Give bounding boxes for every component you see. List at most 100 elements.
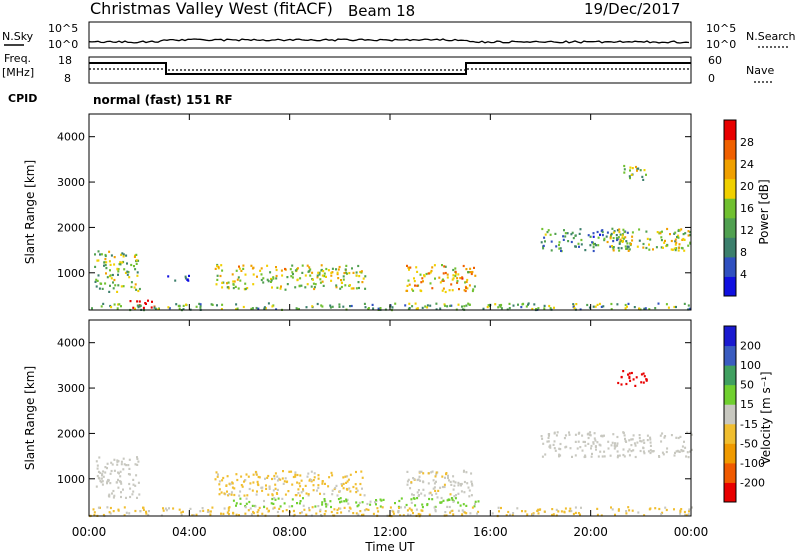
echo-cell [463, 305, 466, 308]
echo-cell [379, 307, 382, 310]
echo-cell [94, 253, 96, 256]
echo-cell [660, 440, 663, 443]
echo-cell [443, 265, 446, 268]
echo-cell [643, 169, 646, 172]
echo-cell [126, 270, 129, 273]
echo-cell [209, 510, 212, 513]
echo-cell [355, 491, 358, 494]
echo-cell [304, 286, 307, 289]
echo-cell [291, 271, 294, 274]
echo-cell [444, 476, 446, 479]
colorbar-tick-label: -15 [740, 418, 758, 431]
echo-cell [683, 510, 686, 514]
echo-cell [182, 510, 184, 513]
echo-cell [683, 238, 686, 241]
echo-cell [267, 302, 270, 305]
echo-cell [274, 487, 277, 490]
echo-cell [361, 513, 363, 517]
echo-cell [352, 287, 355, 290]
echo-cell [420, 281, 423, 284]
echo-cell [448, 498, 451, 501]
echo-cell [689, 231, 692, 234]
echo-cell [617, 236, 620, 239]
echo-cell [565, 445, 568, 448]
echo-cell [431, 498, 434, 501]
echo-cell [333, 508, 336, 511]
echo-cell [240, 475, 243, 478]
echo-cell [167, 275, 170, 278]
echo-cell [342, 476, 345, 479]
echo-cell [465, 268, 468, 271]
echo-cell [305, 306, 308, 309]
echo-cell [356, 489, 359, 492]
y-tick-label: 4000 [57, 131, 85, 144]
echo-cell [128, 458, 131, 461]
echo-cell [636, 441, 639, 444]
echo-cell [122, 253, 125, 256]
echo-cell [168, 307, 171, 310]
echo-cell [617, 246, 620, 250]
echo-cell [211, 506, 214, 509]
echo-cell [288, 470, 291, 473]
echo-cell [123, 463, 126, 466]
echo-cell [627, 245, 630, 248]
echo-cell [434, 489, 437, 492]
echo-cell [606, 240, 609, 244]
echo-cell [564, 235, 567, 238]
echo-cell [339, 507, 342, 510]
echo-cell [626, 305, 628, 308]
echo-cell [497, 506, 500, 509]
echo-cell [361, 476, 364, 479]
echo-cell [251, 489, 254, 492]
echo-cell [630, 438, 633, 441]
echo-cell [317, 474, 320, 477]
echo-cell [262, 281, 265, 284]
colorbar-tick-label: 4 [740, 268, 747, 281]
echo-cell [358, 286, 360, 290]
colorbar-swatch [724, 482, 736, 503]
echo-cell [316, 276, 319, 279]
echo-cell [293, 513, 296, 516]
echo-cell [274, 498, 277, 501]
colorbar-swatch [724, 178, 736, 199]
echo-cell [415, 508, 418, 511]
echo-cell [96, 474, 99, 478]
echo-cell [447, 474, 449, 477]
echo-cell [97, 274, 100, 277]
echo-cell [241, 485, 244, 488]
echo-cell [675, 450, 678, 453]
echo-cell [632, 378, 635, 381]
echo-cell [126, 273, 129, 276]
echo-cell [301, 264, 304, 267]
echo-cell [430, 269, 433, 273]
echo-cell [320, 304, 323, 307]
echo-cell [321, 305, 324, 308]
echo-cell [628, 509, 631, 512]
echo-cell [612, 433, 615, 436]
echo-cell [471, 484, 474, 487]
echo-cell [279, 478, 282, 481]
echo-cell [532, 512, 535, 515]
echo-cell [659, 434, 662, 437]
echo-cell [322, 270, 325, 273]
echo-cell [549, 444, 552, 447]
echo-cell [312, 484, 315, 487]
echo-cell [638, 239, 641, 242]
echo-cell [270, 280, 272, 283]
echo-cell [618, 241, 621, 244]
echo-cell [487, 304, 490, 307]
echo-cell [412, 289, 415, 292]
echo-cell [95, 285, 98, 288]
echo-cell [414, 504, 417, 507]
echo-cell [626, 231, 629, 234]
echo-cell [666, 447, 669, 450]
echo-cell [133, 255, 136, 258]
echo-cell [463, 289, 466, 292]
echo-cell [682, 237, 685, 241]
echo-cell [92, 508, 95, 511]
echo-cell [652, 248, 654, 251]
echo-cell [435, 308, 438, 311]
echo-cell [686, 451, 689, 454]
echo-cell [227, 509, 230, 512]
echo-cell [239, 497, 242, 500]
